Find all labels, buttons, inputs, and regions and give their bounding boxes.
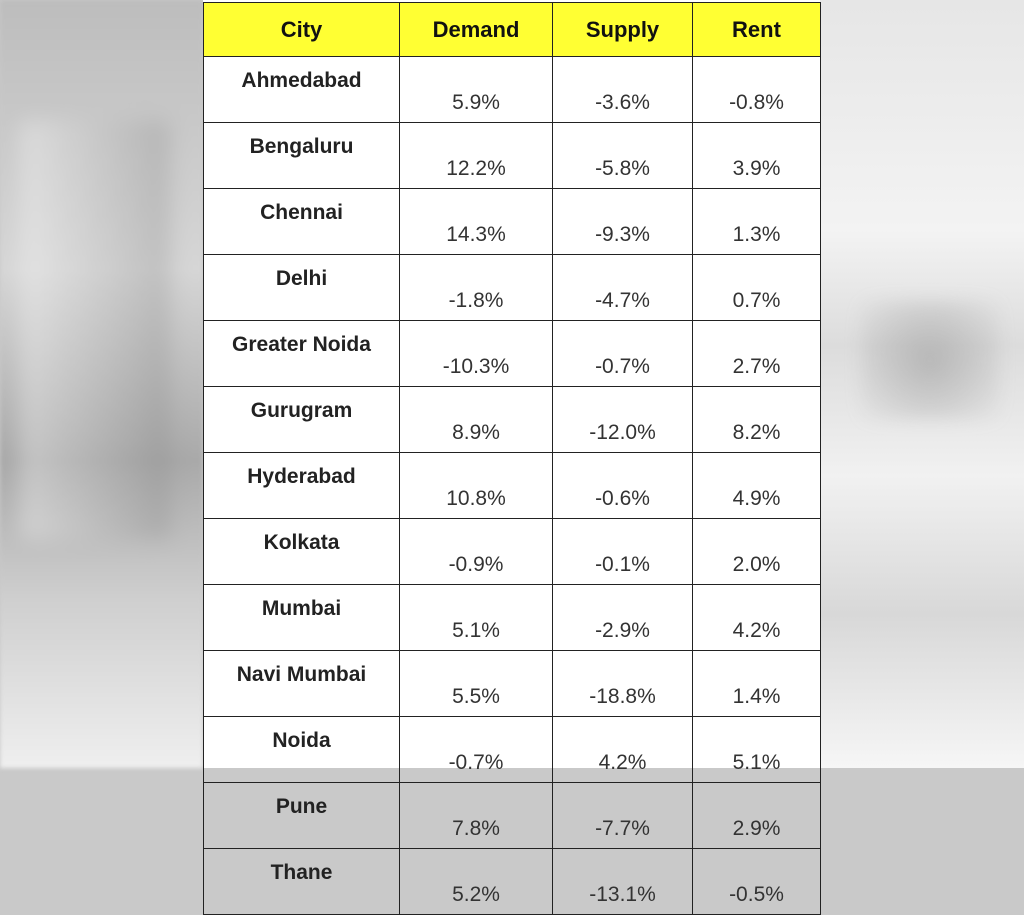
header-demand: Demand <box>399 2 553 57</box>
rent-cell: -0.8% <box>692 56 821 123</box>
rent-cell: 8.2% <box>692 386 821 453</box>
city-cell: Greater Noida <box>203 320 400 387</box>
city-cell: Ahmedabad <box>203 56 400 123</box>
supply-cell: -18.8% <box>552 650 693 717</box>
demand-cell: 7.8% <box>399 782 553 849</box>
demand-cell: 5.1% <box>399 584 553 651</box>
rent-cell: 2.0% <box>692 518 821 585</box>
supply-cell: -12.0% <box>552 386 693 453</box>
supply-cell: -2.9% <box>552 584 693 651</box>
table-row: Navi Mumbai 5.5% -18.8% 1.4% <box>203 650 821 717</box>
demand-cell: 8.9% <box>399 386 553 453</box>
header-rent: Rent <box>692 2 821 57</box>
demand-cell: -10.3% <box>399 320 553 387</box>
blurred-background-right <box>820 0 1024 768</box>
supply-cell: -3.6% <box>552 56 693 123</box>
demand-cell: -0.7% <box>399 716 553 783</box>
rent-cell: 4.2% <box>692 584 821 651</box>
supply-cell: -0.6% <box>552 452 693 519</box>
rent-cell: 0.7% <box>692 254 821 321</box>
city-cell: Kolkata <box>203 518 400 585</box>
city-cell: Delhi <box>203 254 400 321</box>
rent-cell: 1.3% <box>692 188 821 255</box>
table-row: Gurugram 8.9% -12.0% 8.2% <box>203 386 821 453</box>
supply-cell: -4.7% <box>552 254 693 321</box>
supply-cell: 4.2% <box>552 716 693 783</box>
rent-cell: -0.5% <box>692 848 821 915</box>
table-body: Ahmedabad 5.9% -3.6% -0.8% Bengaluru 12.2% -5.… <box>203 56 821 915</box>
table-row: Thane 5.2% -13.1% -0.5% <box>203 848 821 915</box>
table-row: Ahmedabad 5.9% -3.6% -0.8% <box>203 56 821 123</box>
rent-cell: 2.7% <box>692 320 821 387</box>
demand-cell: 14.3% <box>399 188 553 255</box>
supply-cell: -5.8% <box>552 122 693 189</box>
city-cell: Navi Mumbai <box>203 650 400 717</box>
city-cell: Pune <box>203 782 400 849</box>
header-city: City <box>203 2 400 57</box>
table-row: Delhi -1.8% -4.7% 0.7% <box>203 254 821 321</box>
city-cell: Gurugram <box>203 386 400 453</box>
demand-cell: -0.9% <box>399 518 553 585</box>
rent-cell: 4.9% <box>692 452 821 519</box>
city-cell: Mumbai <box>203 584 400 651</box>
table-row: Bengaluru 12.2% -5.8% 3.9% <box>203 122 821 189</box>
table-row: Noida -0.7% 4.2% 5.1% <box>203 716 821 783</box>
table-row: Pune 7.8% -7.7% 2.9% <box>203 782 821 849</box>
demand-cell: -1.8% <box>399 254 553 321</box>
city-cell: Noida <box>203 716 400 783</box>
supply-cell: -0.7% <box>552 320 693 387</box>
table-header-row: City Demand Supply Rent <box>203 2 821 57</box>
demand-cell: 5.2% <box>399 848 553 915</box>
city-cell: Hyderabad <box>203 452 400 519</box>
table-row: Greater Noida -10.3% -0.7% 2.7% <box>203 320 821 387</box>
header-supply: Supply <box>552 2 693 57</box>
table-row: Mumbai 5.1% -2.9% 4.2% <box>203 584 821 651</box>
table-row: Chennai 14.3% -9.3% 1.3% <box>203 188 821 255</box>
city-metrics-table: City Demand Supply Rent Ahmedabad 5.9% -3.… <box>203 2 821 915</box>
city-cell: Bengaluru <box>203 122 400 189</box>
demand-cell: 5.5% <box>399 650 553 717</box>
city-metrics-table-panel: City Demand Supply Rent Ahmedabad 5.9% -3.… <box>203 0 821 915</box>
table-row: Hyderabad 10.8% -0.6% 4.9% <box>203 452 821 519</box>
supply-cell: -13.1% <box>552 848 693 915</box>
demand-cell: 12.2% <box>399 122 553 189</box>
demand-cell: 5.9% <box>399 56 553 123</box>
rent-cell: 1.4% <box>692 650 821 717</box>
supply-cell: -9.3% <box>552 188 693 255</box>
table-row: Kolkata -0.9% -0.1% 2.0% <box>203 518 821 585</box>
blurred-background-left <box>0 0 203 768</box>
rent-cell: 3.9% <box>692 122 821 189</box>
city-cell: Chennai <box>203 188 400 255</box>
rent-cell: 5.1% <box>692 716 821 783</box>
rent-cell: 2.9% <box>692 782 821 849</box>
supply-cell: -0.1% <box>552 518 693 585</box>
city-cell: Thane <box>203 848 400 915</box>
demand-cell: 10.8% <box>399 452 553 519</box>
supply-cell: -7.7% <box>552 782 693 849</box>
